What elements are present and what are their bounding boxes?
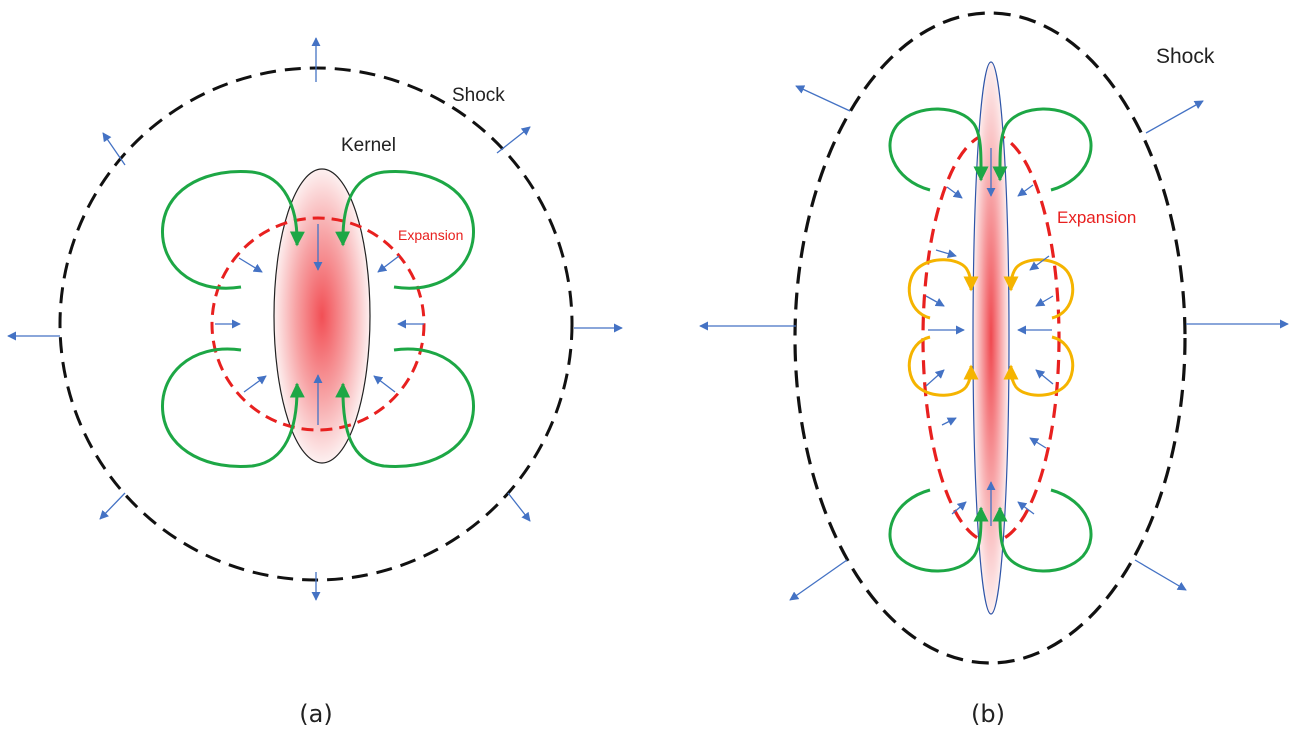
flow-arrow-icon (1035, 369, 1054, 385)
vortex-top-left (888, 107, 989, 192)
caption-a: (a) (299, 700, 332, 728)
flow-arrow-icon (1035, 295, 1054, 307)
flow-arrow-icon (238, 257, 263, 273)
flow-arrow-icon (789, 559, 848, 601)
expansion-label-a: Expansion (398, 227, 463, 243)
secondary-vortex-lower-left (907, 335, 979, 397)
inflow-arrows-a (215, 224, 424, 425)
vortices-b (888, 107, 1093, 573)
flow-arrow-icon (925, 295, 945, 307)
flow-arrow-icon (243, 375, 267, 393)
expansion-label-b: Expansion (1057, 208, 1136, 227)
kernel-b (972, 61, 1010, 615)
vortex-bottom-left (161, 347, 305, 469)
flow-arrow-icon (935, 249, 957, 259)
shock-front-b (793, 11, 1187, 665)
panel-a: Shock Kernel Expansion (a) (7, 37, 623, 728)
vortex-bottom-right (335, 347, 475, 469)
flow-arrow-icon (373, 375, 396, 393)
flow-arrow-icon (1134, 559, 1187, 591)
flow-arrow-icon (1017, 501, 1035, 515)
flow-arrow-icon (1029, 437, 1047, 449)
vortex-bottom-left (888, 488, 989, 573)
flow-arrow-icon (377, 255, 400, 273)
shock-label-b: Shock (1156, 45, 1215, 68)
flow-arrow-icon (99, 492, 126, 520)
flow-arrow-icon (951, 501, 967, 515)
panel-b: Shock Expansion (b) (699, 11, 1289, 728)
shock-label-a: Shock (452, 85, 505, 106)
inflow-arrows-b (925, 148, 1054, 526)
vortex-bottom-right (992, 488, 1093, 573)
kernel-label-a: Kernel (341, 135, 396, 156)
secondary-vortex-upper-left (907, 258, 979, 320)
shock-arrows-a (7, 37, 623, 601)
secondary-vortex-upper-right (1003, 258, 1075, 320)
flow-arrow-icon (1029, 255, 1050, 271)
flow-arrow-icon (1145, 100, 1204, 134)
flow-arrow-icon (941, 417, 957, 426)
vortex-top-right (335, 169, 475, 290)
caption-b: (b) (971, 700, 1005, 728)
flow-arrow-icon (946, 186, 963, 199)
vortex-top-left (161, 169, 305, 290)
vortex-top-right (992, 107, 1093, 192)
vortices-a (161, 169, 475, 469)
secondary-vortices-b (907, 258, 1075, 397)
flow-arrow-icon (925, 369, 945, 387)
kernel-a (273, 168, 371, 464)
flow-arrow-icon (1017, 184, 1034, 197)
flow-arrow-icon (795, 85, 851, 112)
flow-arrow-icon (496, 126, 531, 154)
flow-arrow-icon (102, 132, 126, 166)
shock-arrows-b (699, 85, 1289, 601)
secondary-vortex-lower-right (1003, 335, 1075, 397)
flow-arrow-icon (507, 492, 531, 522)
